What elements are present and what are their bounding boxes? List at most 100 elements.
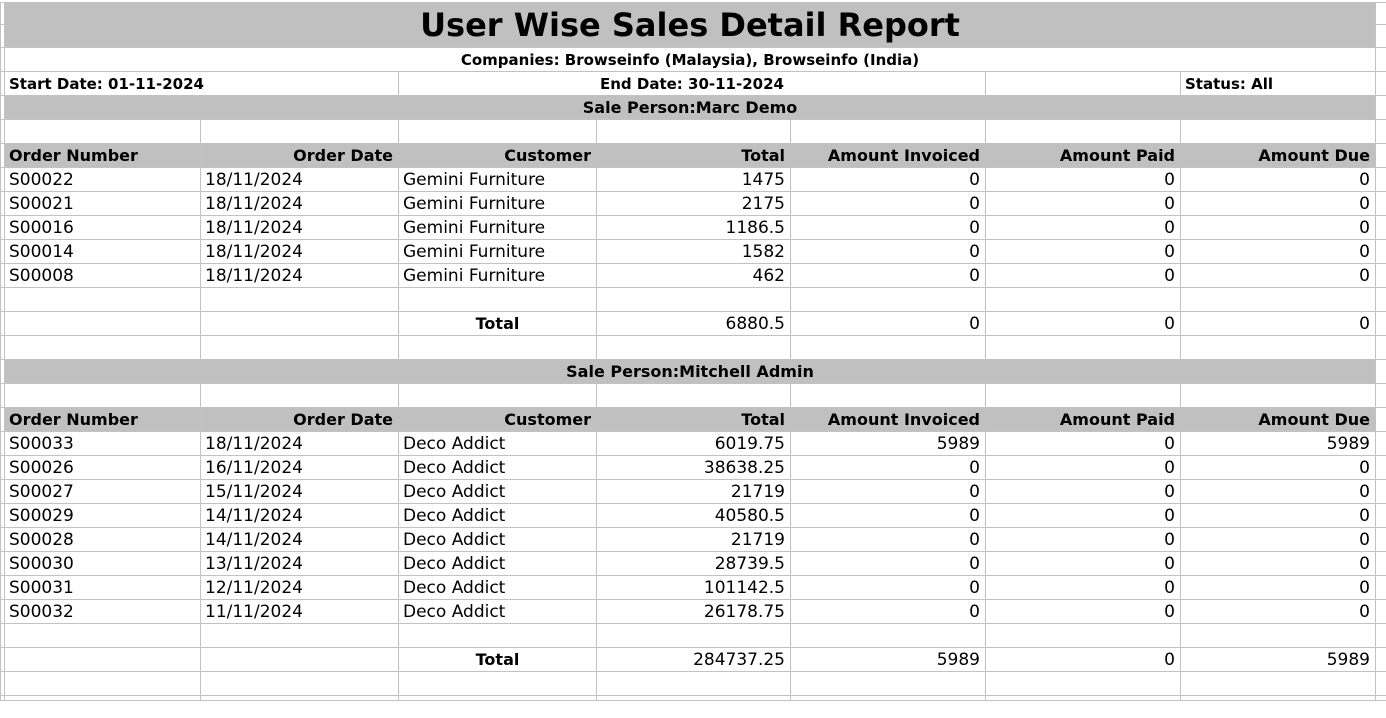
table-cell: 0 — [790, 503, 986, 528]
spacer-row — [0, 119, 1386, 144]
table-cell: 18/11/2024 — [200, 263, 399, 288]
empty-cell — [985, 335, 1181, 360]
empty-cell — [1375, 383, 1386, 408]
edge-cell — [1375, 647, 1386, 672]
table-cell: 0 — [790, 479, 986, 504]
empty-cell — [4, 287, 201, 312]
table-cell: 0 — [1180, 215, 1376, 240]
table-cell: 0 — [790, 575, 986, 600]
empty-cell — [200, 671, 399, 696]
empty-cell — [985, 383, 1181, 408]
empty-cell — [1180, 335, 1376, 360]
total-value: 0 — [985, 647, 1181, 672]
table-cell: 0 — [790, 215, 986, 240]
spacer-row — [0, 383, 1386, 408]
table-cell: 0 — [985, 479, 1181, 504]
sale-person-row: Sale Person:Mitchell Admin — [0, 359, 1386, 384]
edge-cell — [1375, 239, 1386, 264]
table-cell: 0 — [985, 551, 1181, 576]
table-cell: 38638.25 — [596, 455, 791, 480]
edge-cell — [1375, 503, 1386, 528]
table-cell: 462 — [596, 263, 791, 288]
table-cell: 13/11/2024 — [200, 551, 399, 576]
table-cell: 0 — [790, 551, 986, 576]
table-cell: 0 — [1180, 263, 1376, 288]
total-row: Total 6880.5 0 0 0 — [0, 311, 1386, 336]
table-cell: 0 — [985, 431, 1181, 456]
empty-cell — [985, 287, 1181, 312]
column-header: Customer — [398, 143, 597, 168]
table-cell: 0 — [1180, 503, 1376, 528]
empty-cell — [200, 311, 399, 336]
total-label: Total — [398, 647, 597, 672]
empty-cell — [985, 71, 1181, 96]
table-cell: Gemini Furniture — [398, 239, 597, 264]
empty-cell — [1375, 287, 1386, 312]
empty-cell — [790, 623, 986, 648]
empty-cell — [4, 671, 201, 696]
empty-cell — [4, 383, 201, 408]
table-cell: 0 — [985, 575, 1181, 600]
total-value: 0 — [985, 311, 1181, 336]
edge-cell — [1375, 599, 1386, 624]
table-cell: Gemini Furniture — [398, 167, 597, 192]
table-cell: Deco Addict — [398, 599, 597, 624]
spreadsheet-report: User Wise Sales Detail Report Companies:… — [0, 2, 1386, 701]
table-cell: S00033 — [4, 431, 201, 456]
table-cell: 0 — [1180, 551, 1376, 576]
table-cell: 0 — [790, 167, 986, 192]
edge-cell — [1375, 191, 1386, 216]
empty-cell — [1180, 695, 1376, 701]
column-header: Amount Paid — [985, 143, 1181, 168]
table-cell: 12/11/2024 — [200, 575, 399, 600]
filters-row: Start Date: 01-11-2024 End Date: 30-11-2… — [0, 71, 1386, 96]
empty-cell — [1375, 623, 1386, 648]
table-cell: Deco Addict — [398, 527, 597, 552]
table-cell: S00014 — [4, 239, 201, 264]
empty-cell — [1180, 287, 1376, 312]
column-header: Amount Due — [1180, 407, 1376, 432]
empty-cell — [200, 623, 399, 648]
table-row: S00021 18/11/2024 Gemini Furniture 2175 0 0 0 — [0, 191, 1386, 216]
empty-cell — [1375, 335, 1386, 360]
column-header: Total — [596, 407, 791, 432]
table-cell: S00026 — [4, 455, 201, 480]
table-row: S00008 18/11/2024 Gemini Furniture 462 0 0 0 — [0, 263, 1386, 288]
table-row: S00030 13/11/2024 Deco Addict 28739.5 0 0 0 — [0, 551, 1386, 576]
table-cell: 0 — [985, 527, 1181, 552]
total-label: Total — [398, 311, 597, 336]
table-row: S00032 11/11/2024 Deco Addict 26178.75 0 0 0 — [0, 599, 1386, 624]
empty-cell — [200, 383, 399, 408]
table-cell: 1186.5 — [596, 215, 791, 240]
empty-cell — [985, 119, 1181, 144]
edge-cell — [1375, 407, 1386, 432]
empty-cell — [790, 287, 986, 312]
table-cell: S00022 — [4, 167, 201, 192]
table-cell: 0 — [985, 599, 1181, 624]
table-row: S00026 16/11/2024 Deco Addict 38638.25 0 0 0 — [0, 455, 1386, 480]
column-header: Amount Paid — [985, 407, 1181, 432]
table-cell: Deco Addict — [398, 455, 597, 480]
title-row: User Wise Sales Detail Report — [0, 2, 1386, 48]
empty-cell — [4, 623, 201, 648]
table-cell: 26178.75 — [596, 599, 791, 624]
edge-cell — [1375, 2, 1386, 25]
companies-row: Companies: Browseinfo (Malaysia), Browse… — [0, 47, 1386, 72]
table-cell: S00027 — [4, 479, 201, 504]
table-row: S00014 18/11/2024 Gemini Furniture 1582 0 0 0 — [0, 239, 1386, 264]
report-table: User Wise Sales Detail Report Companies:… — [0, 2, 1386, 701]
empty-cell — [4, 119, 201, 144]
table-cell: S00028 — [4, 527, 201, 552]
spacer-row — [0, 287, 1386, 312]
edge-cell — [1375, 167, 1386, 192]
empty-cell — [398, 671, 597, 696]
table-cell: 18/11/2024 — [200, 215, 399, 240]
table-cell: 0 — [790, 191, 986, 216]
empty-cell — [1180, 623, 1376, 648]
edge-cell — [1375, 431, 1386, 456]
table-cell: Deco Addict — [398, 503, 597, 528]
empty-cell — [398, 335, 597, 360]
report-body: User Wise Sales Detail Report Companies:… — [0, 2, 1386, 701]
table-row: S00027 15/11/2024 Deco Addict 21719 0 0 0 — [0, 479, 1386, 504]
table-cell: 1582 — [596, 239, 791, 264]
